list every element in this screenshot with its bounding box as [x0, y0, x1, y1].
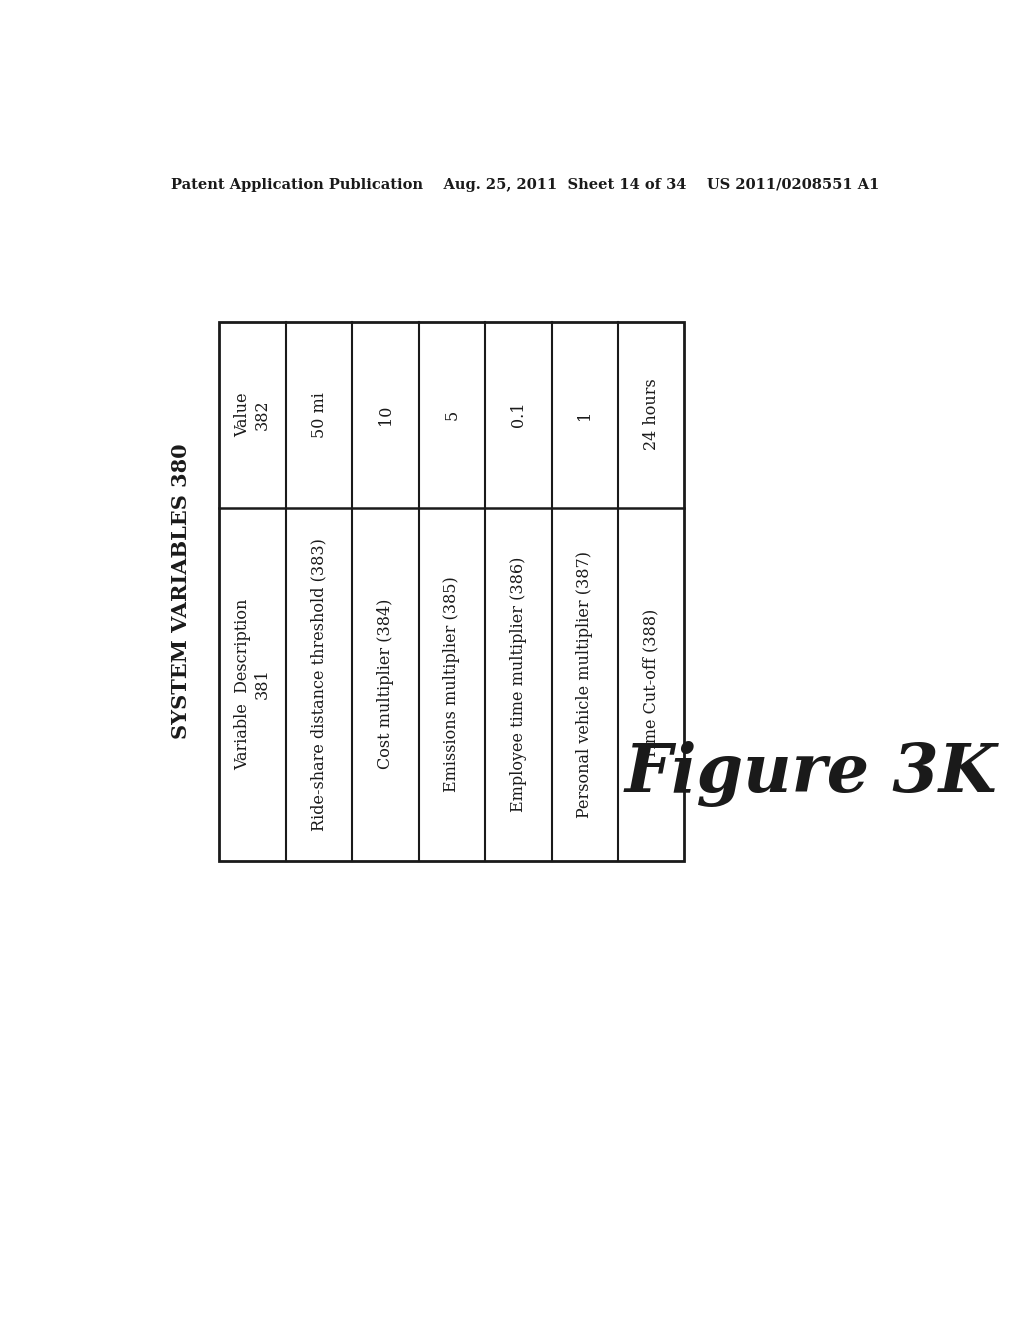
Text: Variable  Description
381: Variable Description 381	[234, 598, 271, 770]
Text: SYSTEM VARIABLES 380: SYSTEM VARIABLES 380	[171, 444, 191, 739]
Text: Personal vehicle multiplier (387): Personal vehicle multiplier (387)	[577, 550, 593, 817]
Text: 10: 10	[377, 404, 394, 425]
Text: Figure 3K: Figure 3K	[625, 742, 997, 808]
Text: Patent Application Publication    Aug. 25, 2011  Sheet 14 of 34    US 2011/02085: Patent Application Publication Aug. 25, …	[171, 178, 879, 193]
Bar	[219, 322, 684, 861]
Text: Emissions multiplier (385): Emissions multiplier (385)	[443, 577, 461, 792]
Text: Ride-share distance threshold (383): Ride-share distance threshold (383)	[310, 537, 328, 830]
Text: 50 mi: 50 mi	[310, 392, 328, 437]
Text: 0.1: 0.1	[510, 401, 527, 428]
Text: 1: 1	[577, 409, 593, 420]
Text: Time Cut-off (388): Time Cut-off (388)	[643, 609, 659, 759]
Text: 24 hours: 24 hours	[643, 379, 659, 450]
Text: Employee time multiplier (386): Employee time multiplier (386)	[510, 557, 527, 812]
Text: Cost multiplier (384): Cost multiplier (384)	[377, 599, 394, 770]
Text: 5: 5	[443, 409, 461, 420]
Text: Value
382: Value 382	[234, 392, 271, 437]
